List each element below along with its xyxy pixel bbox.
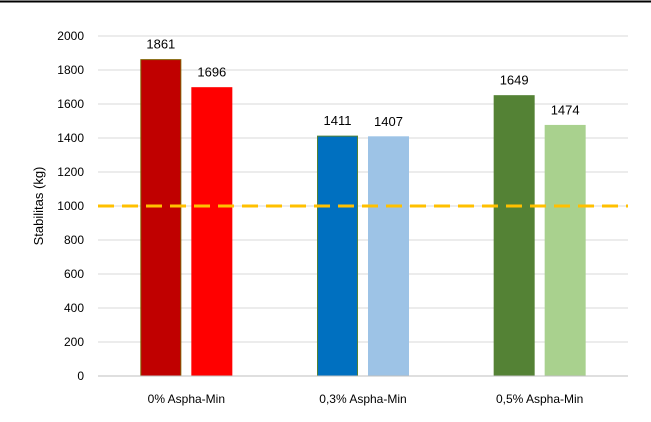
y-tick-label: 1000 xyxy=(57,199,84,213)
bar-value-label: 1411 xyxy=(324,113,352,128)
y-tick-label: 0 xyxy=(77,369,84,383)
bar-value-label: 1861 xyxy=(146,37,175,52)
bar xyxy=(191,87,233,377)
y-tick-label: 400 xyxy=(64,301,84,315)
y-tick-label: 200 xyxy=(64,335,84,349)
y-tick-label: 1600 xyxy=(57,97,84,111)
category-label: 0,5% Aspha-Min xyxy=(496,392,583,406)
bar-value-label: 1696 xyxy=(197,65,226,80)
bar xyxy=(140,59,182,377)
y-axis-title: Stabilitas (kg) xyxy=(31,167,46,246)
bar xyxy=(493,95,535,377)
y-tick-label: 800 xyxy=(64,233,84,247)
bar xyxy=(317,135,358,377)
bar xyxy=(368,136,409,377)
data-labels: 1861 1696 1411 1407 1649 1474 xyxy=(146,37,579,129)
category-label: 0,3% Aspha-Min xyxy=(319,392,406,406)
y-tick-label: 2000 xyxy=(57,29,84,43)
y-tick-label: 1400 xyxy=(57,131,84,145)
y-tick-label: 600 xyxy=(64,267,84,281)
category-labels: 0% Aspha-Min 0,3% Aspha-Min 0,5% Aspha-Min xyxy=(148,392,584,406)
y-tick-label: 1800 xyxy=(57,63,84,77)
bar xyxy=(544,124,586,377)
bar-value-label: 1474 xyxy=(551,102,580,117)
category-label: 0% Aspha-Min xyxy=(148,392,225,406)
bar-value-label: 1649 xyxy=(500,73,529,88)
bars xyxy=(140,59,586,377)
bar-value-label: 1407 xyxy=(374,114,403,129)
y-axis-ticks: 0 200 400 600 800 1000 1200 1400 1600 1800 2000 xyxy=(57,29,84,383)
y-tick-label: 1200 xyxy=(57,165,84,179)
